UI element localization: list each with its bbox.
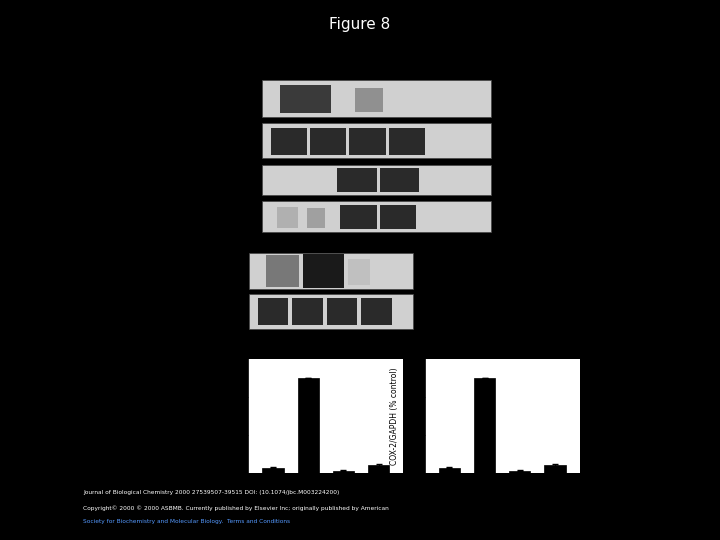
Text: V: V: [288, 339, 294, 348]
Text: -: -: [554, 487, 557, 496]
Text: -: -: [483, 487, 486, 496]
Text: V: V: [464, 339, 470, 348]
Bar: [261, 201, 492, 232]
Text: -: -: [325, 343, 328, 352]
Text: -: -: [271, 487, 274, 496]
Text: +: +: [516, 487, 523, 496]
Bar: [341, 205, 377, 228]
Text: +: +: [446, 487, 453, 496]
Bar: [261, 165, 492, 195]
Bar: [333, 470, 354, 472]
Bar: [439, 468, 460, 472]
Text: ELSEVIER: ELSEVIER: [25, 516, 54, 521]
Bar: [263, 468, 284, 472]
Bar: [310, 127, 346, 155]
Bar: [266, 255, 299, 287]
Text: Flag: Flag: [498, 176, 514, 185]
Text: +: +: [282, 343, 289, 352]
Text: B: B: [227, 233, 238, 247]
Bar: [261, 80, 492, 117]
Text: p38α dn: p38α dn: [413, 56, 449, 64]
Bar: [249, 294, 413, 329]
Text: -: -: [408, 343, 410, 352]
Text: V: V: [319, 56, 325, 64]
Text: +: +: [364, 343, 372, 352]
Bar: [374, 261, 394, 284]
Bar: [379, 205, 416, 228]
Y-axis label: COX-2/GAPDH (% control): COX-2/GAPDH (% control): [390, 367, 399, 464]
Text: β-actin: β-actin: [498, 137, 524, 145]
Text: -: -: [307, 487, 310, 496]
Bar: [280, 85, 331, 113]
Bar: [349, 127, 386, 155]
Text: -: -: [377, 487, 380, 496]
Text: Figure 8: Figure 8: [329, 17, 391, 32]
Text: FBS: FBS: [215, 487, 230, 496]
Text: Society for Biochemistry and Molecular Biology.  Terms and Conditions: Society for Biochemistry and Molecular B…: [83, 519, 290, 524]
Bar: [509, 470, 531, 472]
Bar: [379, 168, 419, 192]
Text: A: A: [227, 78, 238, 92]
Text: GAPDH: GAPDH: [435, 307, 462, 316]
Text: COX-2: COX-2: [435, 266, 458, 275]
Bar: [356, 87, 382, 112]
Bar: [261, 124, 492, 158]
Text: +: +: [340, 487, 347, 496]
Text: COX-2: COX-2: [498, 94, 521, 103]
Bar: [389, 127, 425, 155]
Bar: [249, 253, 413, 288]
Bar: [327, 298, 357, 325]
Bar: [474, 378, 495, 472]
Text: p38: p38: [498, 212, 512, 221]
Text: Copyright© 2000 © 2000 ASBMB. Currently published by Elsevier Inc; originally pu: Copyright© 2000 © 2000 ASBMB. Currently …: [83, 505, 389, 510]
Text: Journal of Biological Chemistry 2000 27539507-39515 DOI: (10.1074/jbc.M003224200: Journal of Biological Chemistry 2000 275…: [83, 490, 339, 495]
Y-axis label: COX-2/actin (% control): COX-2/actin (% control): [213, 371, 222, 461]
Bar: [361, 298, 392, 325]
Bar: [258, 298, 288, 325]
Bar: [368, 465, 389, 472]
Text: p38α dn: p38α dn: [523, 339, 554, 348]
Bar: [297, 378, 319, 472]
Bar: [307, 208, 325, 228]
Bar: [271, 127, 307, 155]
Text: FBS: FBS: [391, 487, 407, 496]
Bar: [276, 207, 298, 228]
Bar: [292, 298, 323, 325]
Bar: [303, 254, 344, 288]
Text: D: D: [418, 342, 429, 356]
Bar: [544, 465, 565, 472]
Bar: [337, 168, 377, 192]
Text: FBS: FBS: [237, 343, 253, 352]
Text: C: C: [227, 342, 237, 356]
Bar: [348, 259, 370, 285]
Text: p38α dn: p38α dn: [346, 339, 378, 348]
